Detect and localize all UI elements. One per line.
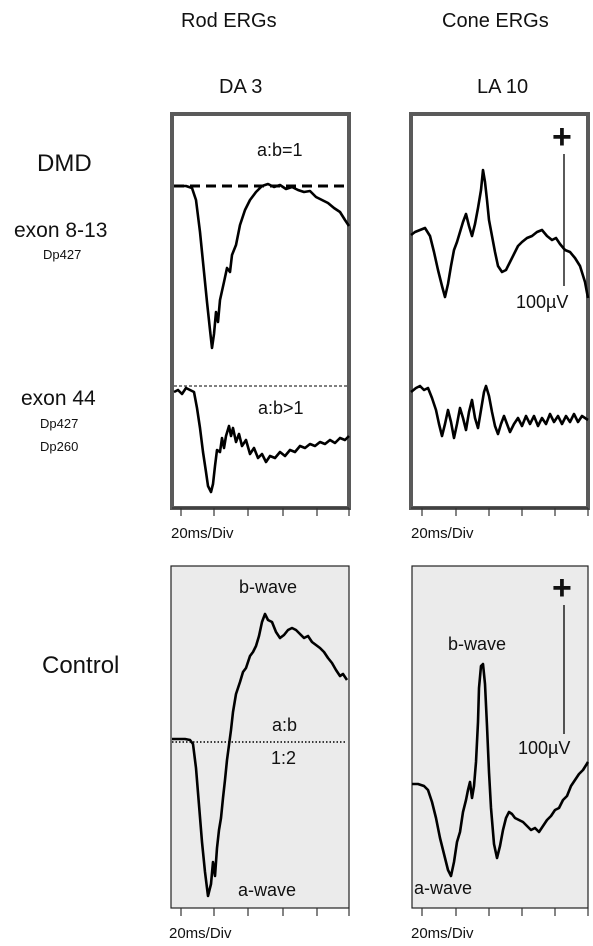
dmd-exon-8-13-cone-trace [410, 168, 590, 299]
exon-44-isoform-dp260: Dp260 [40, 439, 79, 454]
exon-44-label: exon 44 [21, 387, 96, 410]
rod-protocol-label: DA 3 [219, 76, 263, 98]
cone-time-axis-control [421, 908, 589, 916]
control-scale-plus: + [552, 569, 572, 607]
exon-44-isoform-dp427: Dp427 [40, 416, 79, 431]
control-rod-trace [172, 612, 349, 898]
rod-time-base-top: 20ms/Div [171, 525, 234, 542]
cone-b-wave-label: b-wave [448, 634, 507, 654]
ratio-label-control-top: a:b [272, 715, 298, 735]
control-label: Control [42, 652, 120, 679]
rod-b-wave-label: b-wave [239, 577, 298, 597]
rod-time-axis-top [172, 507, 350, 516]
control-cone-trace [412, 662, 590, 878]
cone-time-base-top: 20ms/Div [411, 525, 474, 542]
cone-ergs-title: Cone ERGs [442, 10, 549, 32]
rod-a-wave-label: a-wave [238, 880, 297, 900]
ratio-label-control-bottom: 1:2 [271, 748, 297, 768]
control-rod-panel [170, 565, 350, 909]
dmd-scale-value: 100µV [516, 292, 569, 312]
control-scale-value: 100µV [518, 738, 571, 758]
dmd-rod-panel [170, 112, 351, 510]
ratio-label-exon-8-13: a:b=1 [257, 140, 303, 160]
cone-protocol-label: LA 10 [477, 76, 529, 98]
dmd-scale-plus: + [552, 118, 572, 156]
rod-ergs-title: Rod ERGs [181, 10, 277, 32]
cone-a-wave-label: a-wave [414, 878, 473, 898]
rod-time-base-control: 20ms/Div [169, 925, 232, 942]
exon-8-13-isoform: Dp427 [43, 247, 82, 262]
dmd-cone-panel [409, 112, 590, 510]
dmd-exon-8-13-rod-trace [175, 182, 351, 350]
dmd-label: DMD [37, 150, 92, 177]
cone-time-axis-top [411, 507, 589, 516]
ratio-label-exon-44: a:b>1 [258, 398, 304, 418]
control-cone-panel [411, 565, 589, 909]
exon-8-13-label: exon 8-13 [14, 219, 108, 242]
dmd-exon-44-rod-trace [173, 386, 350, 494]
rod-time-axis-control [180, 908, 350, 916]
dmd-exon-44-cone-trace [410, 384, 589, 440]
cone-time-base-control: 20ms/Div [411, 925, 474, 942]
